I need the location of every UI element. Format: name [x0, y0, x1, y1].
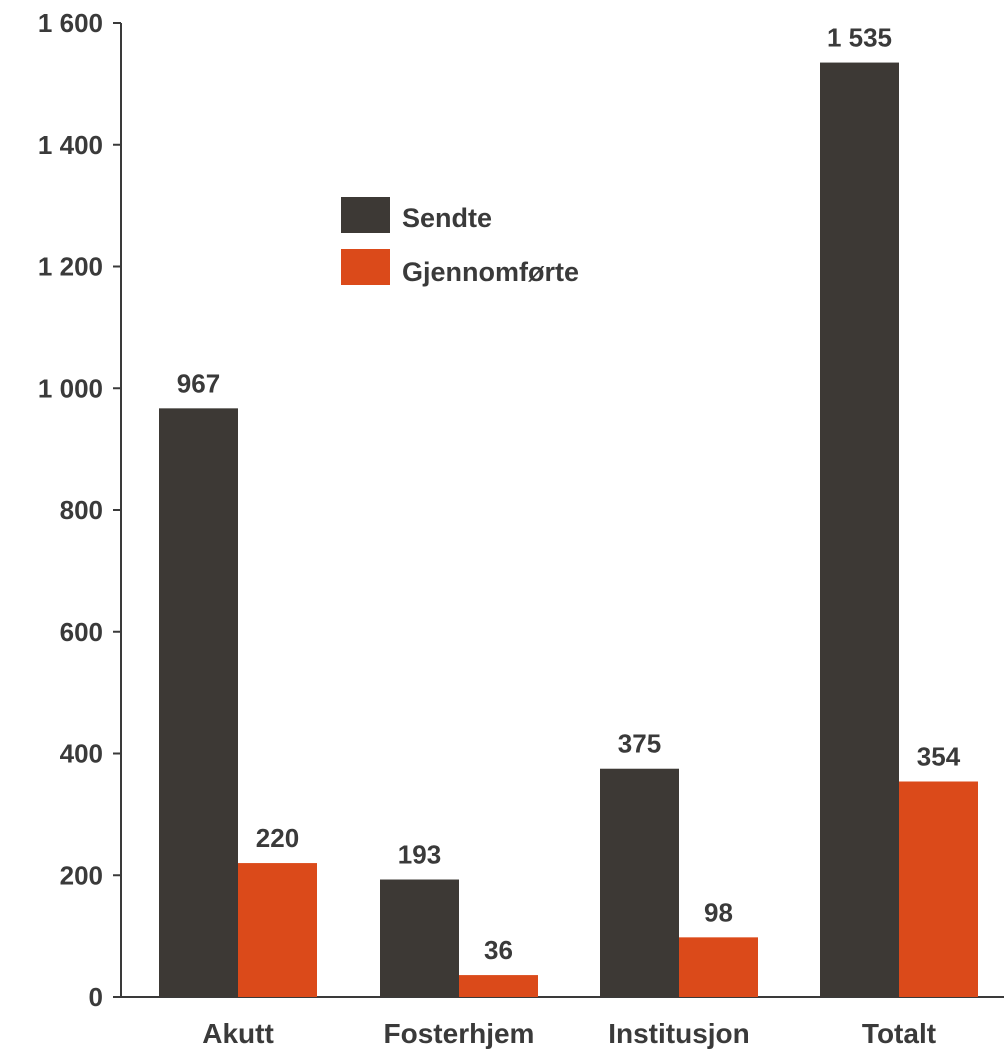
- bar-gjennomforte-2: [679, 937, 758, 997]
- bar-gjennomforte-3: [899, 781, 978, 997]
- data-label: 375: [618, 729, 661, 759]
- y-tick-label: 200: [60, 860, 103, 890]
- bars: [159, 62, 978, 998]
- y-tick-label: 600: [60, 617, 103, 647]
- bar-sendte-1: [380, 879, 459, 997]
- data-label: 354: [917, 742, 961, 772]
- y-tick-label: 0: [89, 982, 103, 1012]
- data-label: 36: [484, 935, 513, 965]
- bar-sendte-3: [820, 62, 899, 998]
- data-label: 1 535: [827, 23, 892, 53]
- bar-gjennomforte-1: [459, 975, 538, 997]
- x-category-label: Institusjon: [608, 1018, 750, 1049]
- bar-sendte-0: [159, 408, 238, 997]
- data-labels: 967 220 193 36 375 98 1 535 354: [177, 23, 961, 966]
- y-tick-label: 1 000: [38, 373, 103, 403]
- data-label: 967: [177, 368, 220, 398]
- x-category-label: Totalt: [862, 1018, 936, 1049]
- legend-swatch-sendte: [341, 197, 390, 233]
- y-tick-label: 1 600: [38, 8, 103, 38]
- x-category-label: Fosterhjem: [384, 1018, 535, 1049]
- data-label: 220: [256, 823, 299, 853]
- legend: Sendte Gjennomførte: [341, 197, 579, 287]
- bar-gjennomforte-0: [238, 863, 317, 997]
- x-category-label: Akutt: [202, 1018, 274, 1049]
- legend-label-sendte: Sendte: [402, 203, 492, 233]
- bar-sendte-2: [600, 768, 679, 997]
- data-label: 98: [704, 897, 733, 927]
- data-label: 193: [398, 840, 441, 870]
- y-axis: 0 200 400 600 800 1 000 1 200 1 400 1 600: [38, 8, 122, 1012]
- y-tick-label: 1 400: [38, 130, 103, 160]
- x-axis: Akutt Fosterhjem Institusjon Totalt: [121, 996, 1004, 1049]
- y-tick-label: 1 200: [38, 252, 103, 282]
- legend-label-gjennomforte: Gjennomførte: [402, 257, 579, 287]
- y-tick-label: 800: [60, 495, 103, 525]
- y-tick-label: 400: [60, 739, 103, 769]
- legend-swatch-gjennomforte: [341, 249, 390, 285]
